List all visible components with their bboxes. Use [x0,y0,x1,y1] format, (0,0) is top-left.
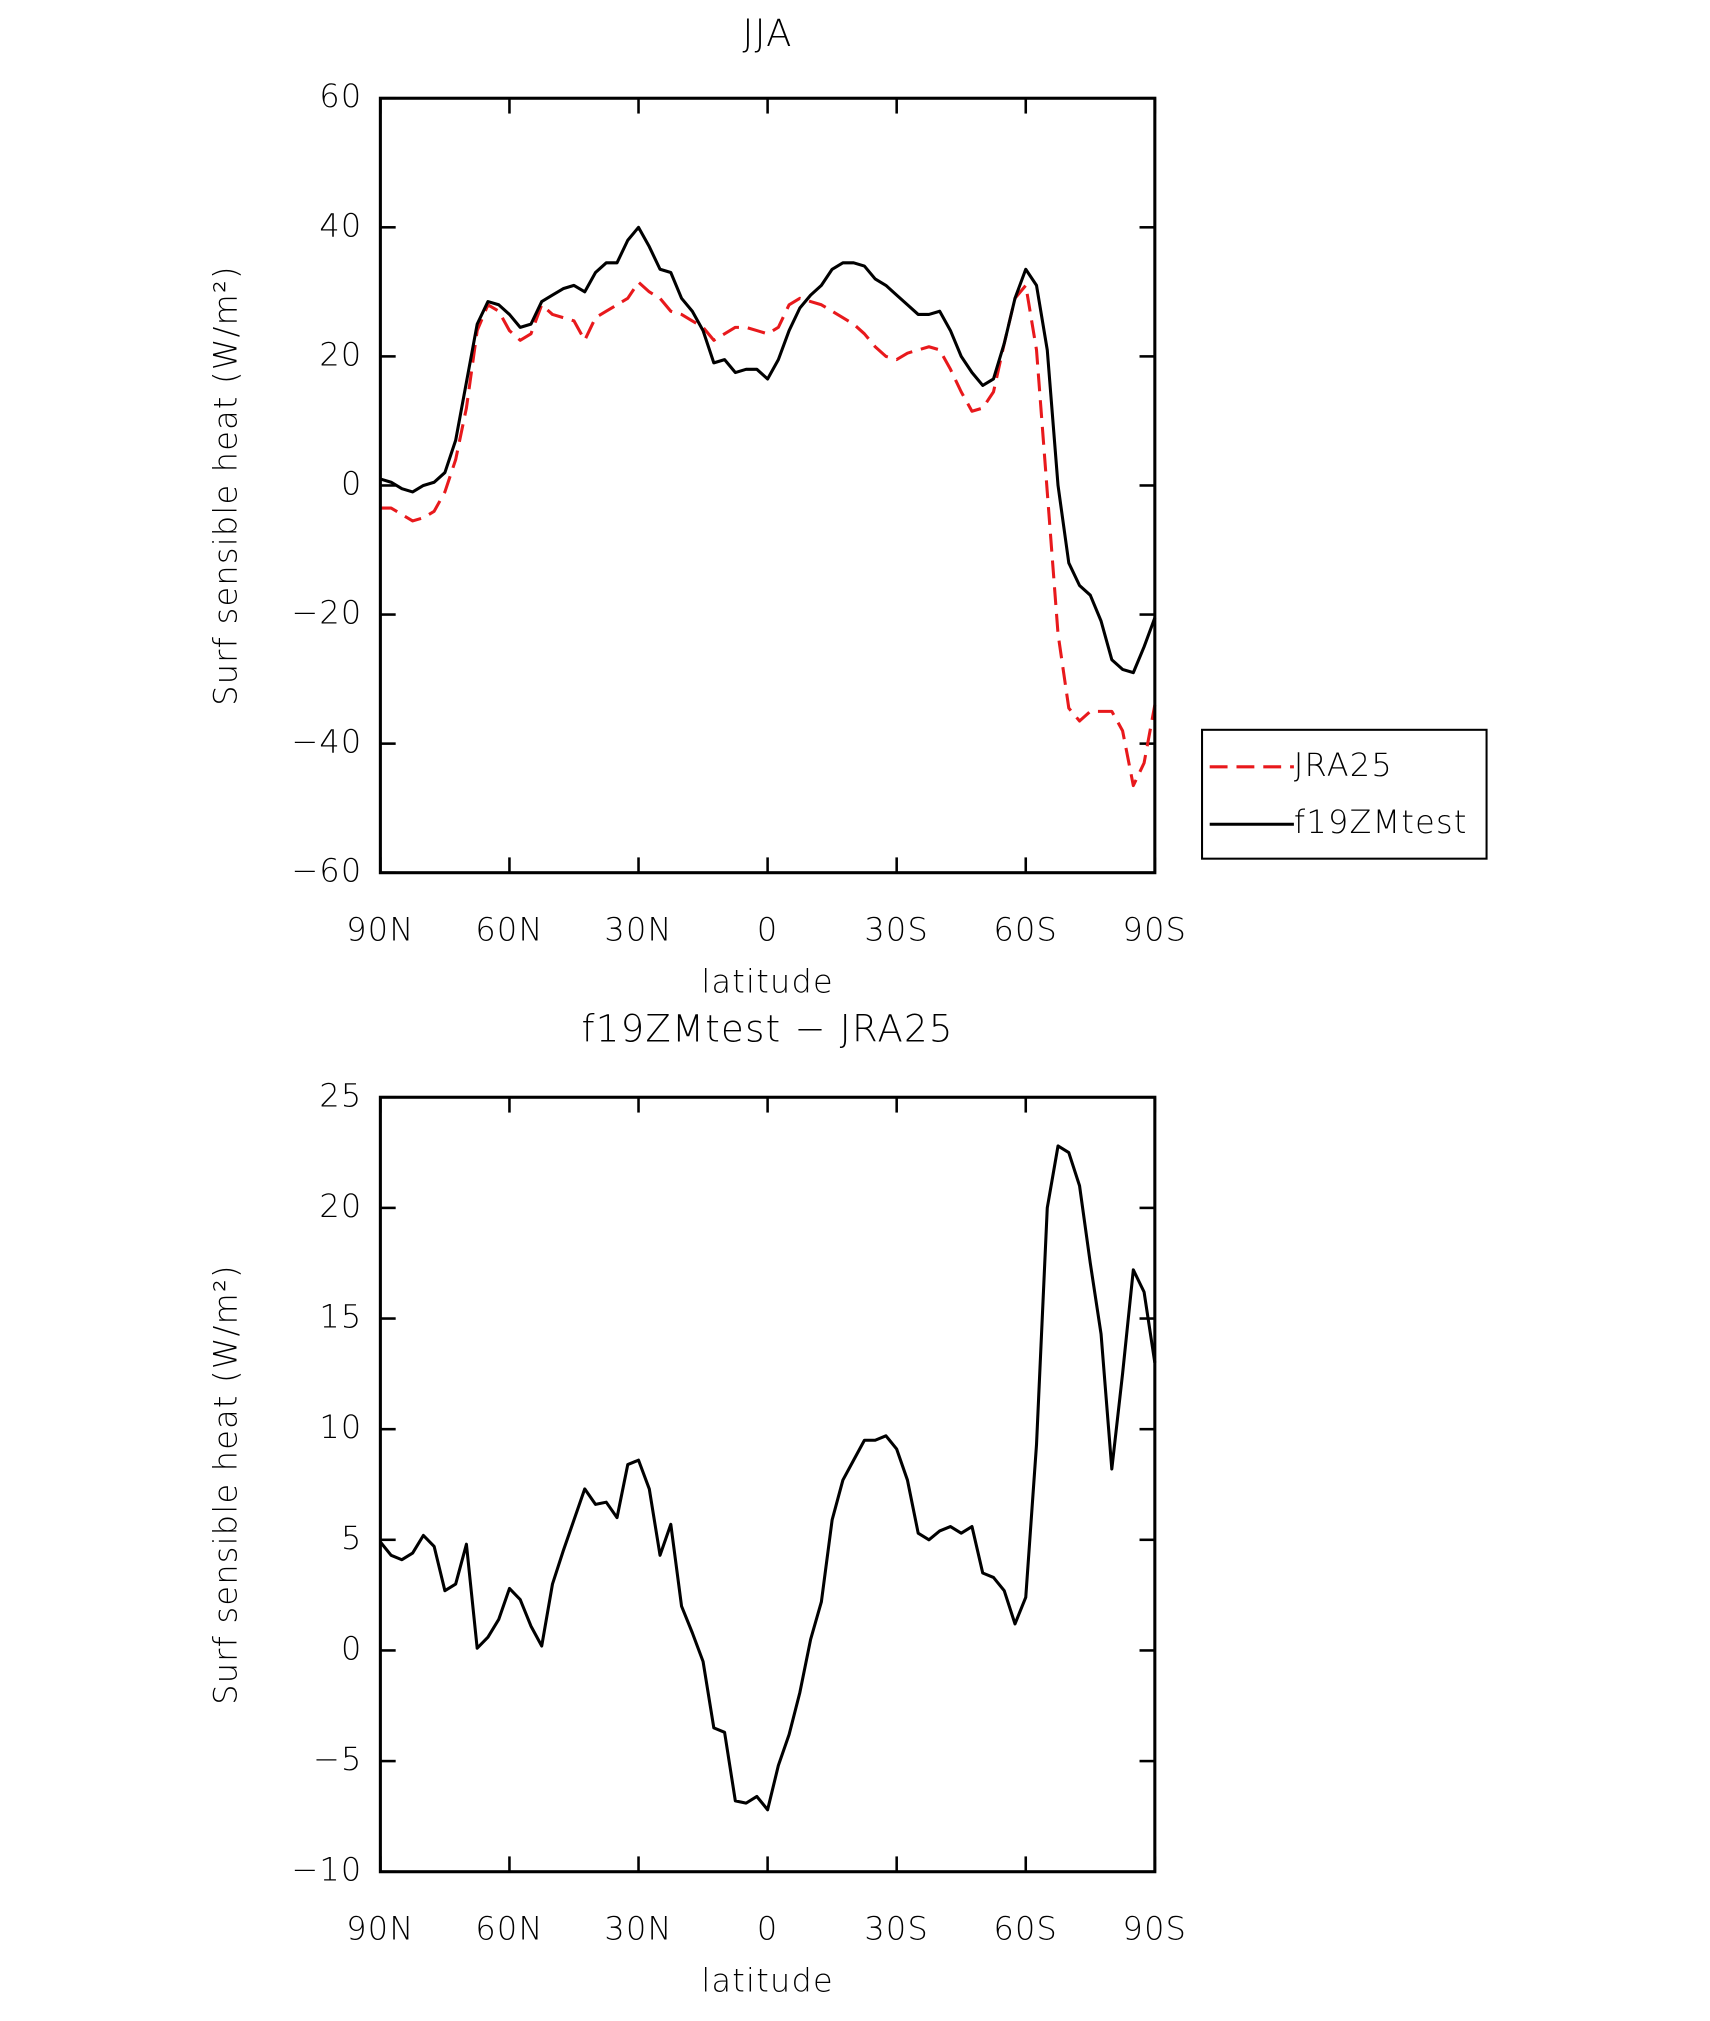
y-axis-label: Surf sensible heat (W/m²) [206,1264,244,1704]
y-tick-label: −10 [291,1851,362,1889]
y-tick-label: 0 [341,464,363,502]
y-tick-label: 60 [319,77,362,115]
data-line [379,225,1157,675]
legend-label: f19ZMtest [1294,803,1468,841]
x-tick-label: 0 [757,910,779,948]
legend-box [1201,728,1488,860]
plot-frame [378,96,1157,875]
x-tick-label: 30S [864,1909,929,1947]
y-tick-label: 20 [319,335,362,373]
y-tick-label: 25 [319,1076,362,1114]
y-tick-label: −40 [291,723,362,761]
x-tick-label: 90S [1123,910,1188,948]
x-tick-label: 90S [1123,1909,1188,1947]
y-tick-label: −20 [291,594,362,632]
x-tick-label: 90N [346,910,414,948]
x-tick-label: 30N [604,910,672,948]
y-tick-label: 15 [319,1298,362,1336]
x-tick-label: 60N [475,1909,543,1947]
x-axis-label: latitude [701,963,834,1001]
x-tick-label: 60S [993,1909,1058,1947]
y-axis-label: Surf sensible heat (W/m²) [206,265,244,705]
data-line [380,280,1157,788]
y-tick-label: 5 [341,1519,363,1557]
plot-frame [378,1095,1157,1874]
y-tick-label: 10 [319,1408,362,1446]
x-tick-label: 30S [864,910,929,948]
y-tick-label: −60 [291,852,362,890]
x-tick-label: 60S [993,910,1058,948]
y-tick-label: 40 [319,206,362,244]
x-axis-label: latitude [701,1962,834,2000]
legend-label: JRA25 [1294,746,1393,784]
y-tick-label: 20 [319,1187,362,1225]
x-tick-label: 90N [346,1909,414,1947]
chart-title: JJA [742,12,792,55]
x-tick-label: 30N [604,1909,672,1947]
x-tick-label: 0 [757,1909,779,1947]
chart-title: f19ZMtest − JRA25 [582,1007,954,1050]
x-tick-label: 60N [475,910,543,948]
data-line [379,1144,1157,1812]
y-tick-label: −5 [313,1740,363,1778]
y-tick-label: 0 [341,1629,363,1667]
